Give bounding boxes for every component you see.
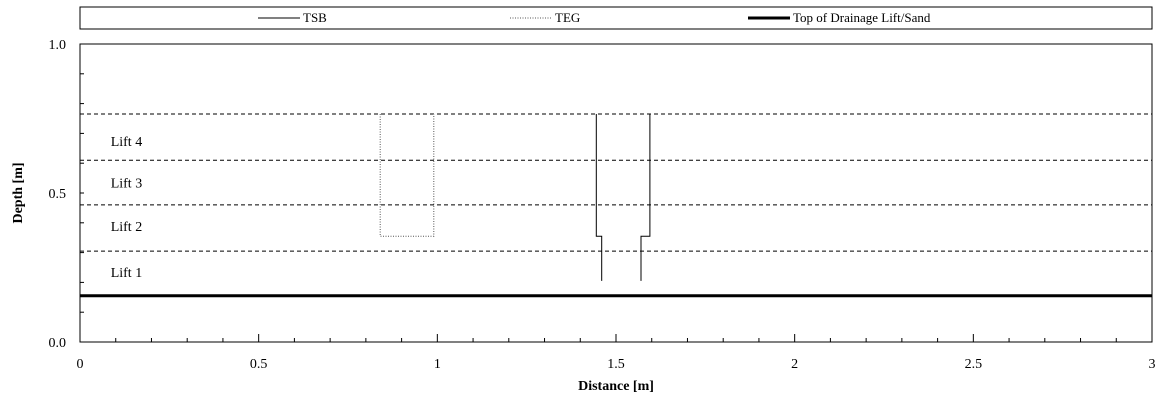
x-tick-label: 1.5	[607, 357, 625, 372]
y-tick-label: 0.0	[49, 336, 67, 351]
y-tick-label: 0.5	[49, 187, 67, 202]
y-tick-label: 1.0	[49, 38, 67, 53]
series-layer	[80, 114, 1152, 298]
x-axis-title: Distance [m]	[578, 379, 654, 394]
x-tick-label: 0.5	[250, 357, 268, 372]
legend-label-teg: TEG	[555, 10, 580, 25]
series-1-path-1	[595, 114, 603, 281]
y-axis-title: Depth [m]	[11, 162, 26, 223]
lift-label-2: Lift 3	[111, 177, 143, 192]
legend-label-tsb: TSB	[303, 10, 327, 25]
x-tick-label: 0	[77, 357, 84, 372]
lift-label-1: Lift 4	[111, 135, 143, 150]
series-1-path-2	[640, 114, 651, 281]
x-tick-label: 1	[434, 357, 441, 372]
x-tick-label: 3	[1149, 357, 1156, 372]
legend-label-drainage: Top of Drainage Lift/Sand	[793, 10, 931, 25]
x-tick-label: 2.5	[965, 357, 983, 372]
y-axis: 0.0 0.5 1.0	[49, 38, 84, 351]
x-axis: 0 0.5 1 1.5 2 2.5 3	[77, 334, 1156, 372]
x-tick-label: 2	[791, 357, 798, 372]
lift-label-4: Lift 1	[111, 266, 143, 281]
lift-labels: Lift 4 Lift 3 Lift 2 Lift 1	[111, 135, 143, 281]
lift-label-3: Lift 2	[111, 220, 143, 235]
lift-boundaries	[80, 113, 1152, 252]
legend-frame	[79, 6, 1153, 30]
legend: TSB TEG Top of Drainage Lift/Sand	[79, 6, 1153, 30]
plot-area	[79, 43, 1153, 343]
